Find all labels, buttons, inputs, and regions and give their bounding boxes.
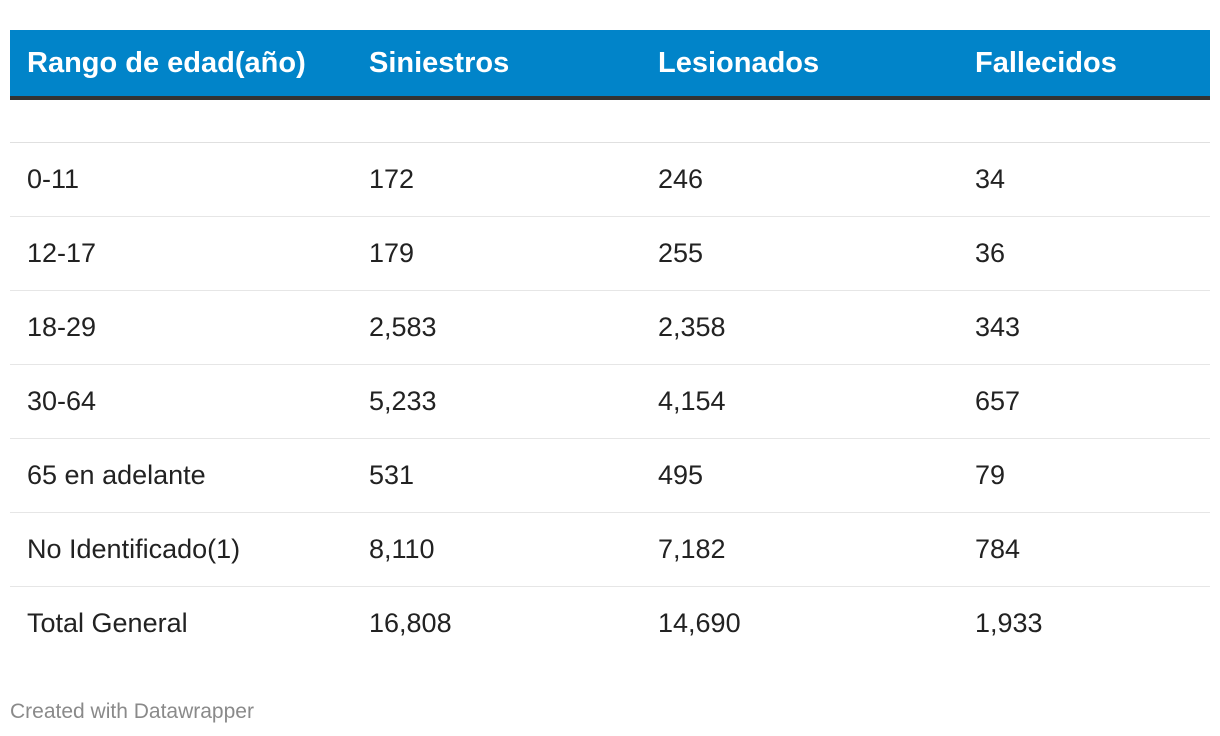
table-row: 18-29 2,583 2,358 343 [10, 290, 1210, 365]
cell-lesionados: 2,358 [641, 290, 958, 365]
cell-age-range: No Identificado(1) [10, 512, 352, 587]
cell-fallecidos: 79 [958, 438, 1210, 513]
cell-siniestros: 8,110 [352, 512, 641, 587]
cell-fallecidos: 784 [958, 512, 1210, 587]
cell-lesionados: 246 [641, 142, 958, 217]
cell-age-range: 0-11 [10, 142, 352, 217]
cell-lesionados: 4,154 [641, 364, 958, 439]
cell-age-range: 18-29 [10, 290, 352, 365]
cell-lesionados: 7,182 [641, 512, 958, 587]
cell-fallecidos: 343 [958, 290, 1210, 365]
table-row: No Identificado(1) 8,110 7,182 784 [10, 512, 1210, 587]
header-row: Rango de edad(año) Siniestros Lesionados… [10, 30, 1210, 100]
table-row: 30-64 5,233 4,154 657 [10, 364, 1210, 439]
cell-siniestros: 16,808 [369, 608, 452, 638]
cell-fallecidos: 1,933 [975, 608, 1043, 638]
table-row: 65 en adelante 531 495 79 [10, 438, 1210, 513]
cell-lesionados: 14,690 [658, 608, 741, 638]
cell-age-range: 65 en adelante [10, 438, 352, 513]
header-cell-siniestros[interactable]: Siniestros [352, 30, 641, 100]
cell-fallecidos: 657 [958, 364, 1210, 439]
datawrapper-credit[interactable]: Created with Datawrapper [10, 700, 254, 723]
data-table-container: Rango de edad(año) Siniestros Lesionados… [10, 30, 1210, 660]
cell-age-range: 12-17 [10, 216, 352, 291]
table-spacer-row [10, 98, 1210, 143]
header-cell-age-range[interactable]: Rango de edad(año) [10, 30, 352, 100]
table-body: 0-11 172 246 34 12-17 179 255 36 18-29 2… [10, 98, 1210, 660]
cell-age-range: 30-64 [10, 364, 352, 439]
cell-lesionados: 255 [641, 216, 958, 291]
table-row: Total General 16,808 14,690 1,933 [10, 587, 1210, 661]
cell-fallecidos: 36 [958, 216, 1210, 291]
table-row: 0-11 172 246 34 [10, 142, 1210, 217]
cell-siniestros: 172 [352, 142, 641, 217]
cell-siniestros: 5,233 [352, 364, 641, 439]
header-cell-lesionados[interactable]: Lesionados [641, 30, 958, 100]
cell-fallecidos: 34 [958, 142, 1210, 217]
table-header: Rango de edad(año) Siniestros Lesionados… [10, 30, 1210, 100]
cell-siniestros: 531 [352, 438, 641, 513]
cell-siniestros: 2,583 [352, 290, 641, 365]
header-cell-fallecidos[interactable]: Fallecidos [958, 30, 1210, 100]
data-table: Rango de edad(año) Siniestros Lesionados… [10, 30, 1210, 660]
spacer-cell [10, 98, 1210, 143]
table-row: 12-17 179 255 36 [10, 216, 1210, 291]
cell-siniestros: 179 [352, 216, 641, 291]
cell-lesionados: 495 [641, 438, 958, 513]
cell-age-range: Total General [27, 608, 188, 638]
